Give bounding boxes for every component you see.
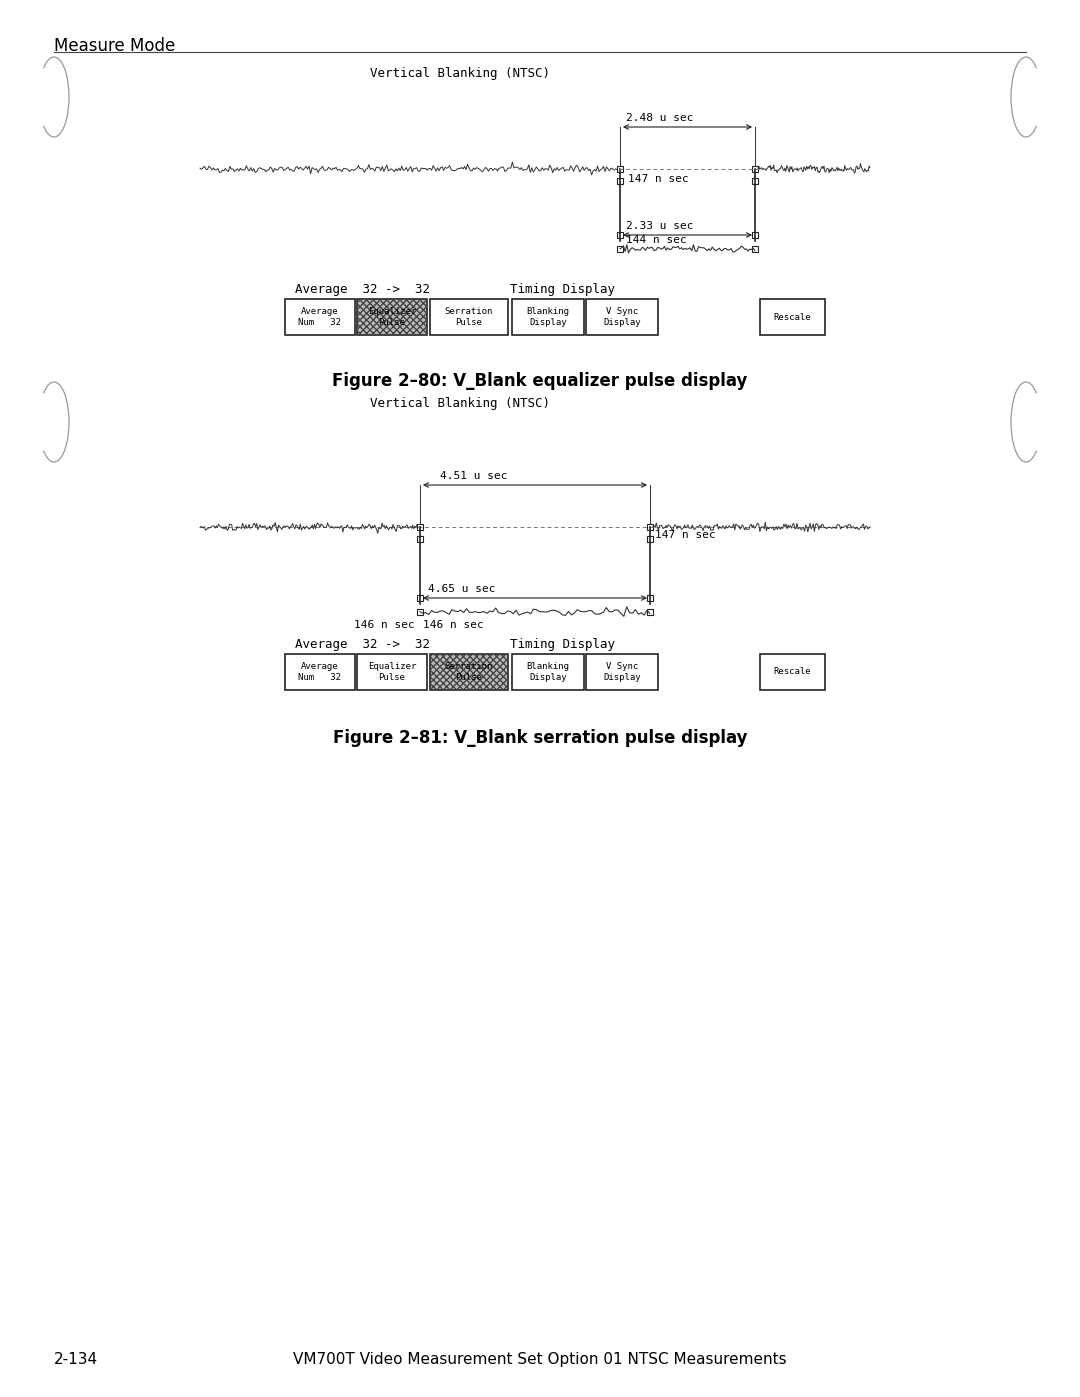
Bar xyxy=(586,654,658,690)
Text: 4.51 u sec: 4.51 u sec xyxy=(440,471,508,481)
Text: Vertical Blanking (NTSC): Vertical Blanking (NTSC) xyxy=(370,397,550,409)
Text: 2.33 u sec: 2.33 u sec xyxy=(626,221,693,231)
Bar xyxy=(357,654,427,690)
Bar xyxy=(417,524,423,529)
Text: Rescale: Rescale xyxy=(773,668,811,676)
Text: Blanking
Display: Blanking Display xyxy=(527,307,569,327)
Text: Blanking
Display: Blanking Display xyxy=(527,662,569,682)
Bar xyxy=(285,299,355,335)
Bar xyxy=(357,299,427,335)
Bar xyxy=(647,595,653,601)
Bar xyxy=(586,299,658,335)
Text: Average  32 ->  32: Average 32 -> 32 xyxy=(295,284,430,296)
Bar xyxy=(617,246,623,251)
Text: V Sync
Display: V Sync Display xyxy=(604,662,640,682)
Text: Figure 2–80: V_Blank equalizer pulse display: Figure 2–80: V_Blank equalizer pulse dis… xyxy=(333,372,747,390)
Text: Timing Display: Timing Display xyxy=(510,284,615,296)
Bar xyxy=(430,654,508,690)
Text: Serration
Pulse: Serration Pulse xyxy=(445,307,494,327)
Bar xyxy=(417,595,423,601)
Text: Rescale: Rescale xyxy=(773,313,811,321)
Text: 144 n sec: 144 n sec xyxy=(626,235,687,244)
Bar xyxy=(647,609,653,615)
Bar xyxy=(617,166,623,172)
Bar xyxy=(760,299,825,335)
Text: V Sync
Display: V Sync Display xyxy=(604,307,640,327)
Bar xyxy=(617,232,623,237)
Bar xyxy=(512,654,584,690)
Text: Serration
Pulse: Serration Pulse xyxy=(445,662,494,682)
Bar xyxy=(417,609,423,615)
Text: 2.48 u sec: 2.48 u sec xyxy=(626,113,693,123)
Text: 146 n sec: 146 n sec xyxy=(354,620,415,630)
Bar xyxy=(357,299,427,335)
Bar xyxy=(752,232,758,237)
Text: Equalizer
Pulse: Equalizer Pulse xyxy=(368,662,416,682)
Text: Average  32 ->  32: Average 32 -> 32 xyxy=(295,638,430,651)
Text: Average
Num   32: Average Num 32 xyxy=(298,307,341,327)
Bar xyxy=(285,654,355,690)
Bar xyxy=(647,524,653,529)
Text: 147 n sec: 147 n sec xyxy=(627,175,689,184)
Bar xyxy=(647,536,653,542)
Bar xyxy=(430,654,508,690)
Text: VM700T Video Measurement Set Option 01 NTSC Measurements: VM700T Video Measurement Set Option 01 N… xyxy=(293,1352,787,1368)
Text: Timing Display: Timing Display xyxy=(510,638,615,651)
Text: 147 n sec: 147 n sec xyxy=(654,529,716,541)
Bar xyxy=(512,299,584,335)
Text: Vertical Blanking (NTSC): Vertical Blanking (NTSC) xyxy=(370,67,550,80)
Bar xyxy=(617,177,623,184)
Text: Measure Mode: Measure Mode xyxy=(54,36,175,54)
Text: Average
Num   32: Average Num 32 xyxy=(298,662,341,682)
Text: 4.65 u sec: 4.65 u sec xyxy=(428,584,496,594)
Text: Figure 2–81: V_Blank serration pulse display: Figure 2–81: V_Blank serration pulse dis… xyxy=(333,729,747,747)
Bar xyxy=(760,654,825,690)
Bar xyxy=(752,177,758,184)
Bar xyxy=(752,246,758,251)
Bar xyxy=(752,166,758,172)
Text: Equalizer
Pulse: Equalizer Pulse xyxy=(368,307,416,327)
Bar xyxy=(417,536,423,542)
Text: 2-134: 2-134 xyxy=(54,1352,98,1368)
Bar xyxy=(430,299,508,335)
Text: 146 n sec: 146 n sec xyxy=(423,620,484,630)
